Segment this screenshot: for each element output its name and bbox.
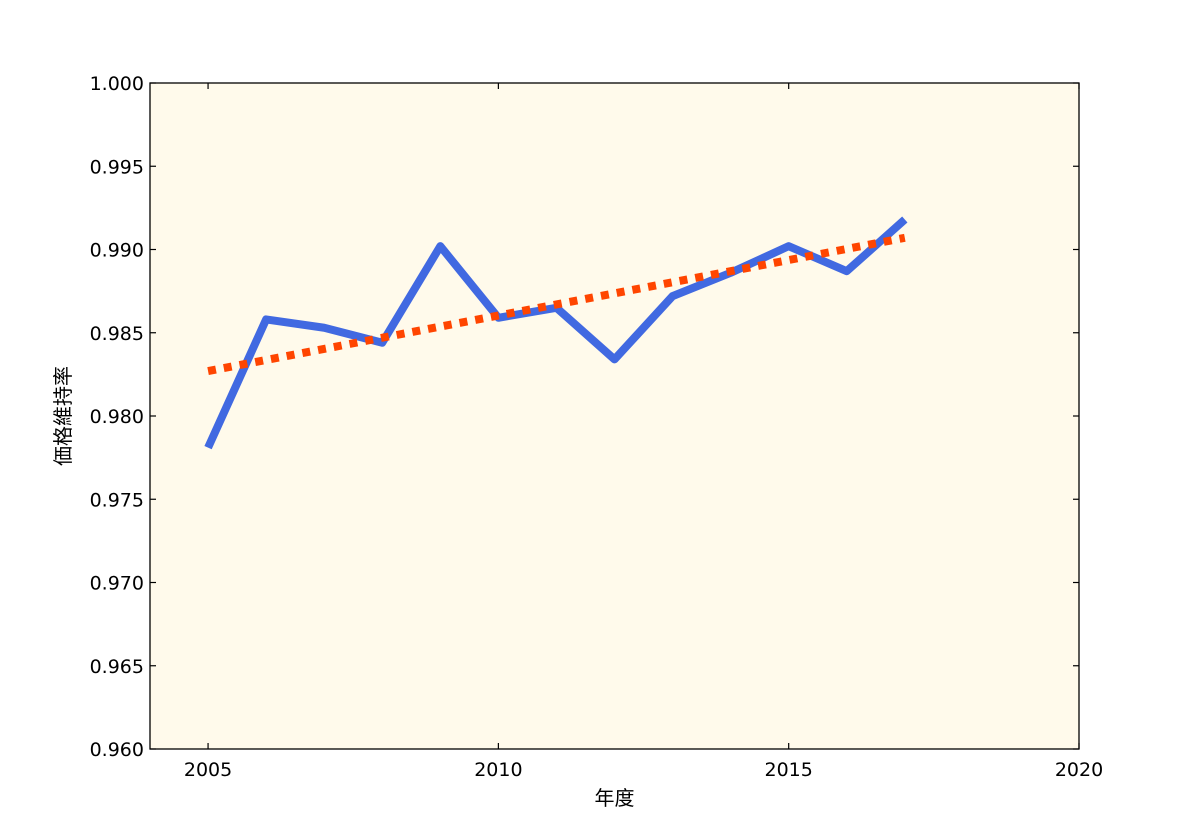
y-tick-label: 0.995 <box>90 156 144 178</box>
y-tick-label: 0.990 <box>90 240 144 262</box>
y-tick-label: 0.960 <box>90 739 144 761</box>
trend-line <box>207 233 906 375</box>
series-layer <box>204 216 908 450</box>
y-tick-label: 0.965 <box>90 656 144 678</box>
y-tick-label: 0.970 <box>90 573 144 595</box>
x-tick-label: 2015 <box>765 759 813 781</box>
x-tick-label: 2010 <box>474 759 522 781</box>
plot-area <box>150 83 1079 749</box>
x-tick-label: 2020 <box>1055 759 1103 781</box>
y-tick-label: 1.000 <box>90 73 144 95</box>
plot-frame <box>149 82 1080 750</box>
x-tick-label: 2005 <box>184 759 232 781</box>
y-tick-label: 0.980 <box>90 406 144 428</box>
series-1 <box>207 233 906 375</box>
y-tick-label: 0.985 <box>90 323 144 345</box>
x-axis-label: 年度 <box>595 786 635 810</box>
y-tick-label: 0.975 <box>90 489 144 511</box>
y-axis-label: 価格維持率 <box>51 366 75 466</box>
tick-layer: 2005 2010 2015 2020 0.960 0.965 0.970 0.975 0.98… <box>90 73 1104 781</box>
